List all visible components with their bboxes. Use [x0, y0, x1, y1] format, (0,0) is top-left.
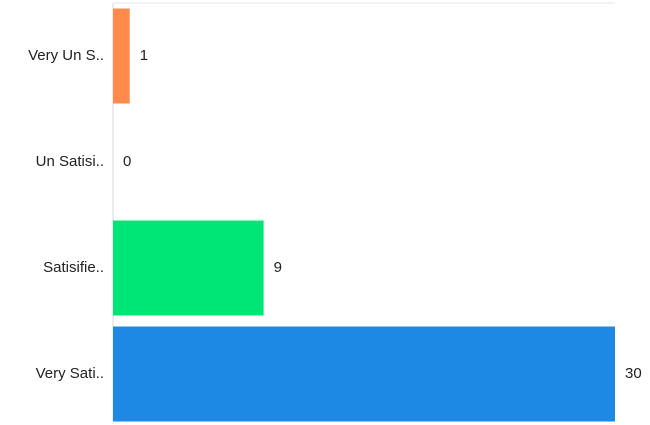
bar	[113, 326, 615, 422]
category-label: Very Sati..	[36, 365, 104, 382]
value-label: 30	[625, 365, 642, 382]
category-label: Satisifie..	[43, 259, 104, 276]
category-label: Un Satisi..	[36, 153, 104, 170]
category-label: Very Un S..	[28, 47, 104, 64]
bars-layer	[113, 8, 615, 422]
value-label: 1	[140, 47, 148, 64]
bar	[113, 8, 130, 104]
labels-layer: Very Un S.. 1 Un Satisi.. 0 Satisifie.. 9 Very…	[28, 47, 642, 382]
bar	[113, 220, 264, 316]
value-label: 9	[274, 259, 282, 276]
value-label: 0	[123, 153, 131, 170]
